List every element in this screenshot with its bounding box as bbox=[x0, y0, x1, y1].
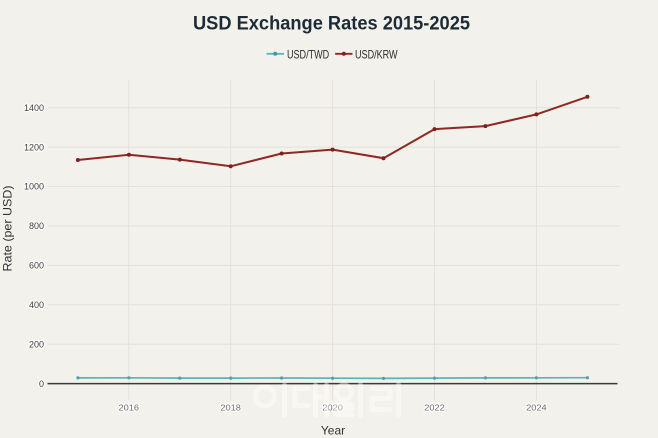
svg-text:2018: 2018 bbox=[220, 403, 241, 413]
svg-text:1000: 1000 bbox=[24, 182, 44, 192]
svg-text:1200: 1200 bbox=[24, 142, 44, 152]
svg-text:800: 800 bbox=[29, 221, 44, 231]
svg-text:200: 200 bbox=[29, 339, 44, 349]
svg-text:Year: Year bbox=[321, 423, 345, 437]
svg-text:2024: 2024 bbox=[526, 403, 547, 413]
svg-text:1400: 1400 bbox=[24, 103, 44, 113]
svg-text:0: 0 bbox=[39, 379, 44, 389]
svg-text:2016: 2016 bbox=[119, 403, 140, 413]
svg-text:400: 400 bbox=[29, 300, 44, 310]
svg-text:Rate (per USD): Rate (per USD) bbox=[1, 185, 15, 271]
svg-text:USD Exchange Rates 2015-2025: USD Exchange Rates 2015-2025 bbox=[193, 14, 470, 35]
svg-text:USD/KRW: USD/KRW bbox=[355, 49, 398, 62]
svg-text:USD/TWD: USD/TWD bbox=[287, 49, 329, 62]
svg-text:2020: 2020 bbox=[322, 403, 343, 413]
svg-text:600: 600 bbox=[29, 261, 44, 271]
svg-text:2022: 2022 bbox=[424, 403, 445, 413]
